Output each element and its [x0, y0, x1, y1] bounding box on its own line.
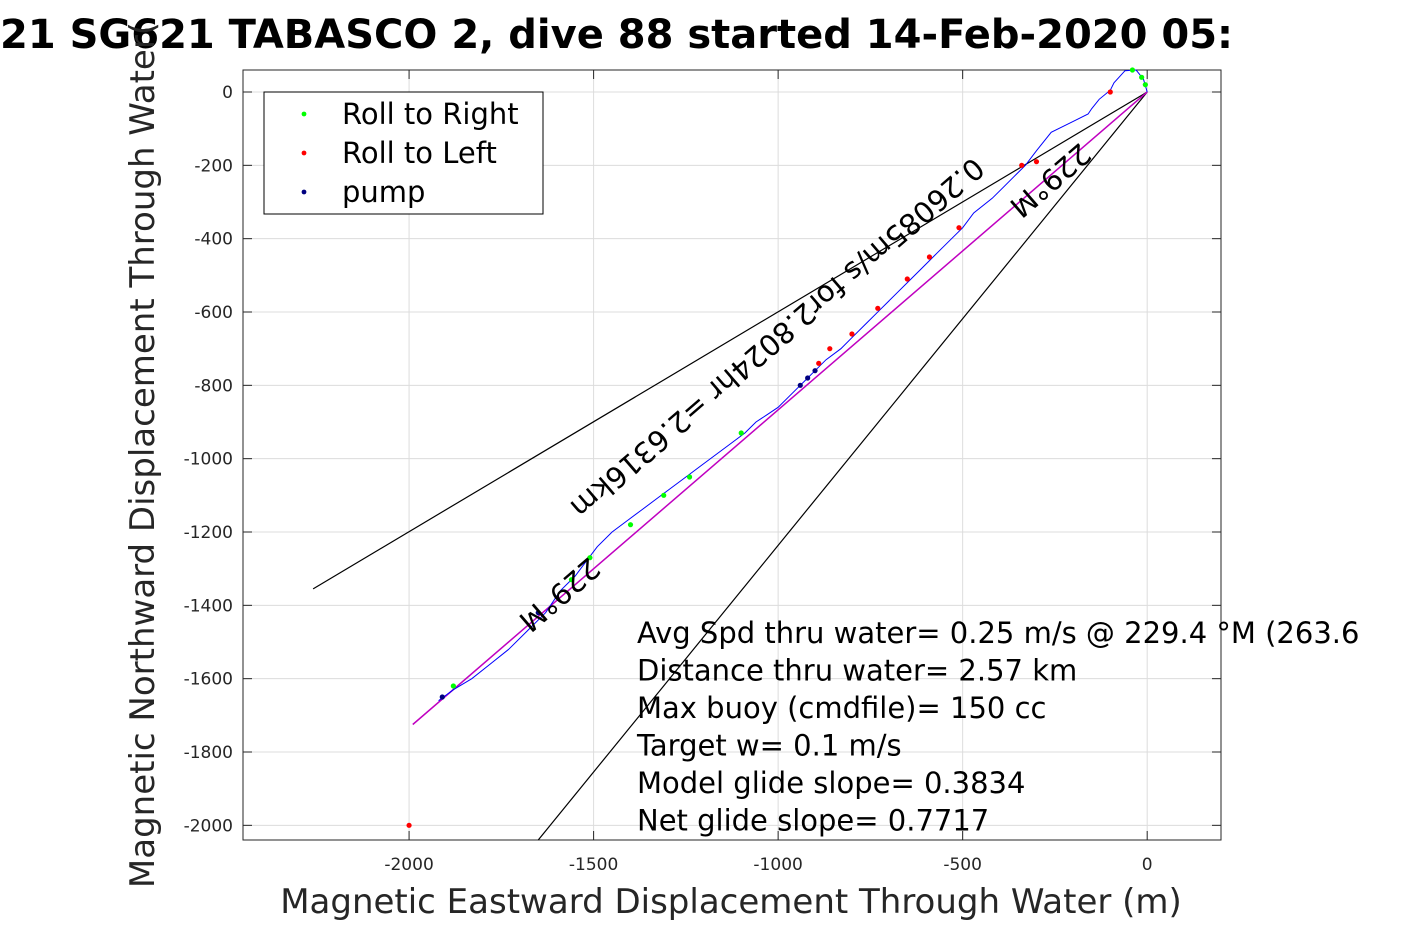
- pump-marker: [805, 375, 811, 381]
- cone-line: [537, 91, 1148, 841]
- legend-label: Roll to Right: [342, 97, 519, 131]
- plot-frame: [242, 69, 1222, 841]
- roll-left-marker: [816, 360, 822, 366]
- roll-right-marker: [738, 430, 744, 436]
- roll-right-marker: [627, 522, 634, 528]
- legend-marker: [301, 150, 307, 156]
- roll-left-marker: [926, 254, 933, 260]
- annotation-line: Model glide slope= 0.3834: [637, 766, 1025, 800]
- y-tick-label: -200: [194, 156, 233, 176]
- roll-left-marker: [1033, 159, 1040, 165]
- x-tick-label: -500: [943, 855, 982, 875]
- y-tick-label: -1000: [184, 450, 233, 470]
- legend-marker: [301, 111, 307, 117]
- roll-right-marker: [1142, 82, 1148, 88]
- roll-right-marker: [686, 474, 693, 480]
- roll-left-marker: [1107, 89, 1113, 95]
- x-axis-title: Magnetic Eastward Displacement Through W…: [280, 882, 1182, 922]
- x-tick-label: -1500: [569, 855, 618, 875]
- pump-marker: [797, 382, 803, 388]
- roll-left-marker: [956, 225, 962, 231]
- x-tick-label: 0: [1142, 855, 1153, 875]
- roll-left-marker: [406, 822, 412, 828]
- annotation-line: Avg Spd thru water= 0.25 m/s @ 229.4 °M …: [637, 616, 1359, 650]
- y-tick-label: -1600: [184, 670, 233, 690]
- bearing-line: [412, 91, 1148, 726]
- roll-right-marker: [1139, 74, 1145, 80]
- annotation-line: Target w= 0.1 m/s: [636, 729, 902, 763]
- annotation-line: Net glide slope= 0.7717: [637, 804, 989, 838]
- y-axis-title: Magnetic Northward Displacement Through …: [123, 22, 163, 888]
- chart-title: 21 SG621 TABASCO 2, dive 88 started 14-F…: [0, 12, 1233, 58]
- annotation-block: Avg Spd thru water= 0.25 m/s @ 229.4 °M …: [636, 616, 1359, 838]
- markers-layer: [406, 67, 1148, 828]
- annotation-line: Distance thru water= 2.57 km: [637, 654, 1077, 688]
- y-tick-label: -400: [194, 230, 233, 250]
- y-tick-label: -800: [194, 376, 233, 396]
- legend-box: [263, 91, 544, 215]
- roll-right-marker: [568, 577, 575, 583]
- roll-left-marker: [827, 346, 833, 352]
- y-tick-label: 0: [222, 83, 233, 103]
- rotated-label: 0.26085m/s for2.8024hr =2.6316km: [564, 151, 991, 525]
- x-tick-label: -2000: [384, 855, 433, 875]
- roll-right-marker: [450, 683, 456, 689]
- legend-marker: [301, 189, 307, 195]
- roll-left-marker: [875, 305, 881, 311]
- roll-right-marker: [587, 555, 593, 561]
- rotated-label: 229°M: [512, 551, 606, 639]
- annotation-line: Max buoy (cmdfile)= 150 cc: [637, 691, 1046, 725]
- roll-left-marker: [1019, 162, 1025, 168]
- x-tick-label: -1000: [753, 855, 802, 875]
- pump-marker: [439, 694, 445, 700]
- pump-marker: [535, 610, 541, 616]
- pump-marker: [812, 368, 818, 374]
- y-tick-label: -1400: [184, 596, 233, 616]
- legend: Roll to Right Roll to Left pump: [263, 91, 544, 215]
- roll-left-marker: [904, 276, 910, 282]
- axis-ticks: -2000 -1500 -1000 -500 0 0 -200 -400 -600 -800 -10…: [184, 70, 1221, 875]
- y-tick-label: -600: [194, 303, 233, 323]
- legend-label: pump: [342, 175, 425, 209]
- roll-left-marker: [849, 331, 855, 337]
- roll-right-marker: [661, 492, 667, 498]
- y-tick-label: -1200: [184, 523, 233, 543]
- roll-right-marker: [1129, 67, 1136, 73]
- legend-label: Roll to Left: [342, 136, 497, 170]
- y-tick-label: -2000: [184, 816, 233, 836]
- cone-line: [312, 91, 1148, 590]
- y-tick-label: -1800: [184, 743, 233, 763]
